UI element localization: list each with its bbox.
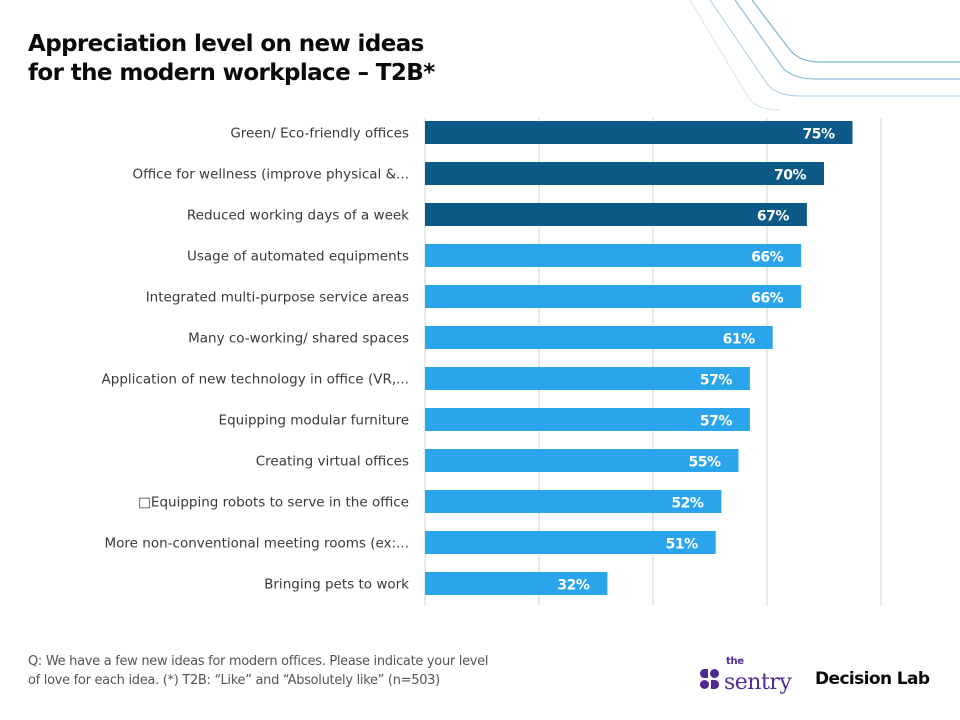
bar-12 — [425, 572, 608, 595]
value-label-10: 52% — [671, 496, 703, 512]
category-label-12: Bringing pets to work — [264, 577, 409, 593]
the-sentry-logo: the sentry — [700, 656, 792, 695]
value-label-1: 75% — [802, 127, 834, 143]
category-label-8: Equipping modular furniture — [219, 413, 409, 429]
category-label-11: More non-conventional meeting rooms (ex:… — [105, 536, 409, 552]
value-label-5: 66% — [751, 291, 783, 307]
value-label-7: 57% — [700, 373, 732, 389]
bar-6 — [425, 326, 773, 349]
footnote: Q: We have a few new ideas for modern of… — [28, 652, 588, 690]
sentry-logo-text: sentry — [724, 669, 792, 695]
bar-4 — [425, 244, 802, 267]
gridlines — [424, 118, 882, 606]
chart-title-line-1: Appreciation level on new ideas — [28, 31, 424, 57]
bar-9 — [425, 449, 739, 472]
value-label-9: 55% — [688, 455, 720, 471]
bar-7 — [425, 367, 750, 390]
bar-3 — [425, 203, 807, 226]
bars — [425, 121, 853, 595]
value-label-8: 57% — [700, 414, 732, 430]
sentry-dots-icon — [700, 666, 720, 690]
category-labels: Green/ Eco-friendly offices Office for we… — [102, 126, 410, 593]
decision-lab-logo: Decision Lab — [815, 669, 930, 689]
category-label-4: Usage of automated equipments — [187, 249, 409, 265]
value-label-4: 66% — [751, 250, 783, 266]
bar-10 — [425, 490, 722, 513]
chart-title: Appreciation level on new ideas for the … — [28, 30, 588, 88]
value-label-2: 70% — [774, 168, 806, 184]
value-labels: 75% 70% 67% 66% 66% 61% 57% 57% 55% 52% 51% 32% — [557, 127, 835, 594]
footnote-line-1: Q: We have a few new ideas for modern of… — [28, 654, 489, 669]
category-label-2: Office for wellness (improve physical &.… — [133, 167, 410, 183]
category-label-6: Many co-working/ shared spaces — [188, 331, 409, 347]
category-label-5: Integrated multi-purpose service areas — [146, 290, 409, 306]
bar-11 — [425, 531, 716, 554]
chart-title-line-2: for the modern workplace – T2B* — [28, 60, 435, 86]
category-label-9: Creating virtual offices — [256, 454, 409, 470]
value-label-6: 61% — [723, 332, 755, 348]
bar-2 — [425, 162, 824, 185]
category-label-3: Reduced working days of a week — [187, 208, 409, 224]
bar-8 — [425, 408, 750, 431]
footnote-line-2: of love for each idea. (*) T2B: “Like” a… — [28, 673, 440, 688]
bar-1 — [425, 121, 853, 144]
category-label-10: □Equipping robots to serve in the office — [138, 495, 409, 511]
value-label-3: 67% — [757, 209, 789, 225]
bar-chart: Green/ Eco-friendly offices Office for we… — [102, 118, 882, 606]
bar-5 — [425, 285, 802, 308]
category-label-7: Application of new technology in office … — [102, 372, 409, 388]
category-label-1: Green/ Eco-friendly offices — [230, 126, 409, 142]
value-label-11: 51% — [666, 537, 698, 553]
value-label-12: 32% — [557, 578, 589, 594]
sentry-logo-small-text: the — [726, 655, 744, 667]
